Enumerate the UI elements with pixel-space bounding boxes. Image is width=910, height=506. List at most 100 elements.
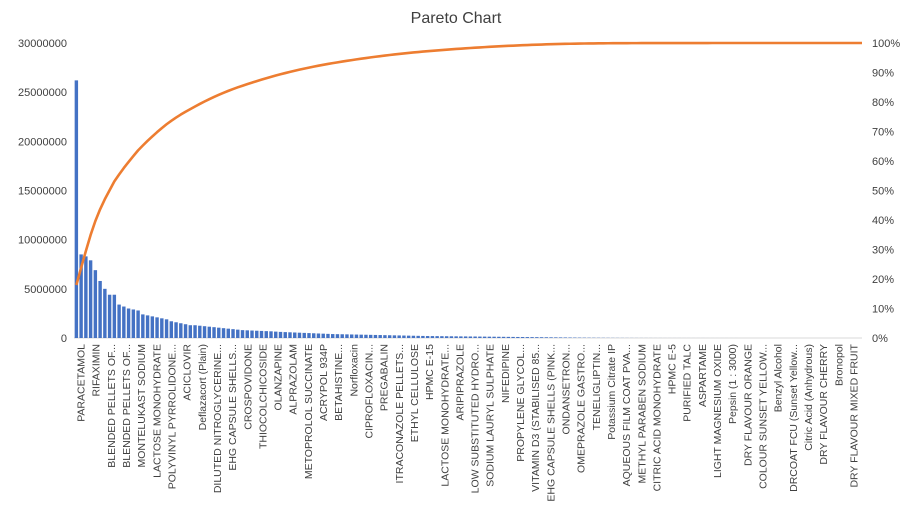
bar (79, 254, 83, 338)
x-category-label: Benzyl Alcohol (773, 344, 785, 412)
y2-tick-label: 80% (872, 97, 894, 109)
bar (326, 333, 330, 338)
x-category-label: ACRYPOL 934P (318, 344, 330, 421)
y2-tick-label: 30% (872, 245, 894, 257)
bar (126, 308, 131, 338)
x-category-label: MONTELUKAST SODIUM (136, 344, 148, 468)
bar (179, 323, 183, 338)
x-category-label: OMEPRAZOLE GASTRO... (576, 344, 588, 473)
x-category-label: TENELIGLIPTIN... (591, 344, 603, 430)
bar (288, 332, 292, 338)
y2-tick-label: 10% (872, 304, 894, 316)
bar (231, 329, 235, 338)
x-category-label: BLENDED PELLETS OF... (121, 344, 133, 468)
bar (430, 336, 435, 338)
bar (440, 336, 444, 338)
bar (482, 336, 487, 338)
bar (530, 337, 534, 338)
bar (421, 335, 425, 338)
chart-title: Pareto Chart (411, 10, 502, 27)
bar (406, 335, 411, 338)
bar (449, 336, 454, 338)
bar (411, 335, 416, 338)
bar (236, 329, 240, 338)
bar (221, 328, 226, 338)
x-category-label: BETAHISTINE... (333, 344, 345, 421)
y2-tick-label: 100% (872, 38, 900, 50)
bar (459, 336, 463, 338)
x-category-label: ASPARTAME (697, 344, 709, 407)
y2-tick-label: 50% (872, 186, 894, 198)
bar (539, 337, 544, 338)
secondary-y-axis: 0% 10% 20% 30% 40% 50% 60% 70% 80% 90% 100% (872, 38, 900, 345)
bar (93, 270, 98, 338)
x-category-label: ONDANSETRON... (561, 344, 573, 434)
bar (283, 332, 287, 338)
bar (478, 336, 482, 338)
bar (188, 325, 193, 338)
x-category-label: CROSPOVIDONE (242, 344, 254, 430)
bar (444, 336, 449, 338)
bar (302, 332, 306, 338)
bar (150, 316, 155, 338)
bar (193, 325, 197, 338)
bar (535, 337, 539, 338)
y2-tick-label: 20% (872, 274, 894, 286)
x-category-label: DRY FLAVOUR CHERRY (818, 344, 830, 465)
x-category-label: DRCOAT FCU (Sunset Yellow... (788, 344, 800, 492)
bar (321, 333, 325, 338)
y-tick-label: 5000000 (24, 284, 67, 296)
bar (373, 334, 378, 338)
bar (525, 337, 530, 338)
x-category-label: LACTOSE MONOHYDRATE... (439, 344, 451, 487)
bar (501, 336, 506, 338)
x-category-label: HPMC E-15 (424, 344, 436, 400)
y-tick-label: 15000000 (18, 186, 67, 198)
bar (454, 336, 458, 338)
bar (117, 304, 121, 338)
bar (520, 337, 525, 338)
y-tick-label: 0 (61, 333, 67, 345)
x-category-label: Bronopol (833, 344, 845, 386)
y-tick-label: 25000000 (18, 87, 67, 99)
bar (402, 335, 406, 338)
y-tick-label: 10000000 (18, 235, 67, 247)
bar (383, 335, 387, 338)
bar (141, 314, 145, 338)
x-category-label: ITRACONAZOLE PELLETS... (394, 344, 406, 483)
bar (293, 332, 297, 338)
bar (164, 319, 169, 338)
x-category-label: EHG CAPSULE SHELLS... (227, 344, 239, 471)
x-category-label: METHYL PARABEN SODIUM (636, 344, 648, 483)
bar (74, 80, 79, 339)
bar (122, 306, 126, 338)
x-category-label: Potassium Citrate IP (606, 344, 618, 440)
y2-tick-label: 70% (872, 127, 894, 139)
x-category-label: HPMC E-5 (667, 344, 679, 394)
bar (269, 331, 273, 338)
bar (463, 336, 468, 338)
bar (212, 327, 216, 338)
bar (240, 330, 245, 338)
x-category-label: POLYVINYL PYRROLIDONE... (167, 344, 179, 489)
x-category-label: ACICLOVIR (182, 344, 194, 401)
bar (174, 322, 178, 338)
bar (425, 336, 430, 338)
primary-y-axis: 0 5000000 10000000 15000000 20000000 25000000… (18, 38, 67, 345)
x-category-label: ARIPIPRAZOLE (454, 344, 466, 420)
x-category-label: PROPYLENE GLYCOL... (515, 344, 527, 462)
x-category-label: OLANZAPINE (273, 344, 285, 411)
x-category-label: LIGHT MAGNESIUM OXIDE (712, 344, 724, 478)
bar (563, 337, 568, 338)
bar (312, 333, 316, 338)
x-category-label: SODIUM LAURYL SULPHATE (485, 344, 497, 487)
x-category-label: Citric Acid (Anhydrous) (803, 344, 815, 451)
y2-tick-label: 90% (872, 68, 894, 80)
bar (354, 334, 359, 338)
bar (160, 318, 164, 338)
bar (516, 336, 520, 338)
bar (250, 330, 254, 338)
x-category-label: COLOUR SUNSET YELLOW... (758, 344, 770, 489)
